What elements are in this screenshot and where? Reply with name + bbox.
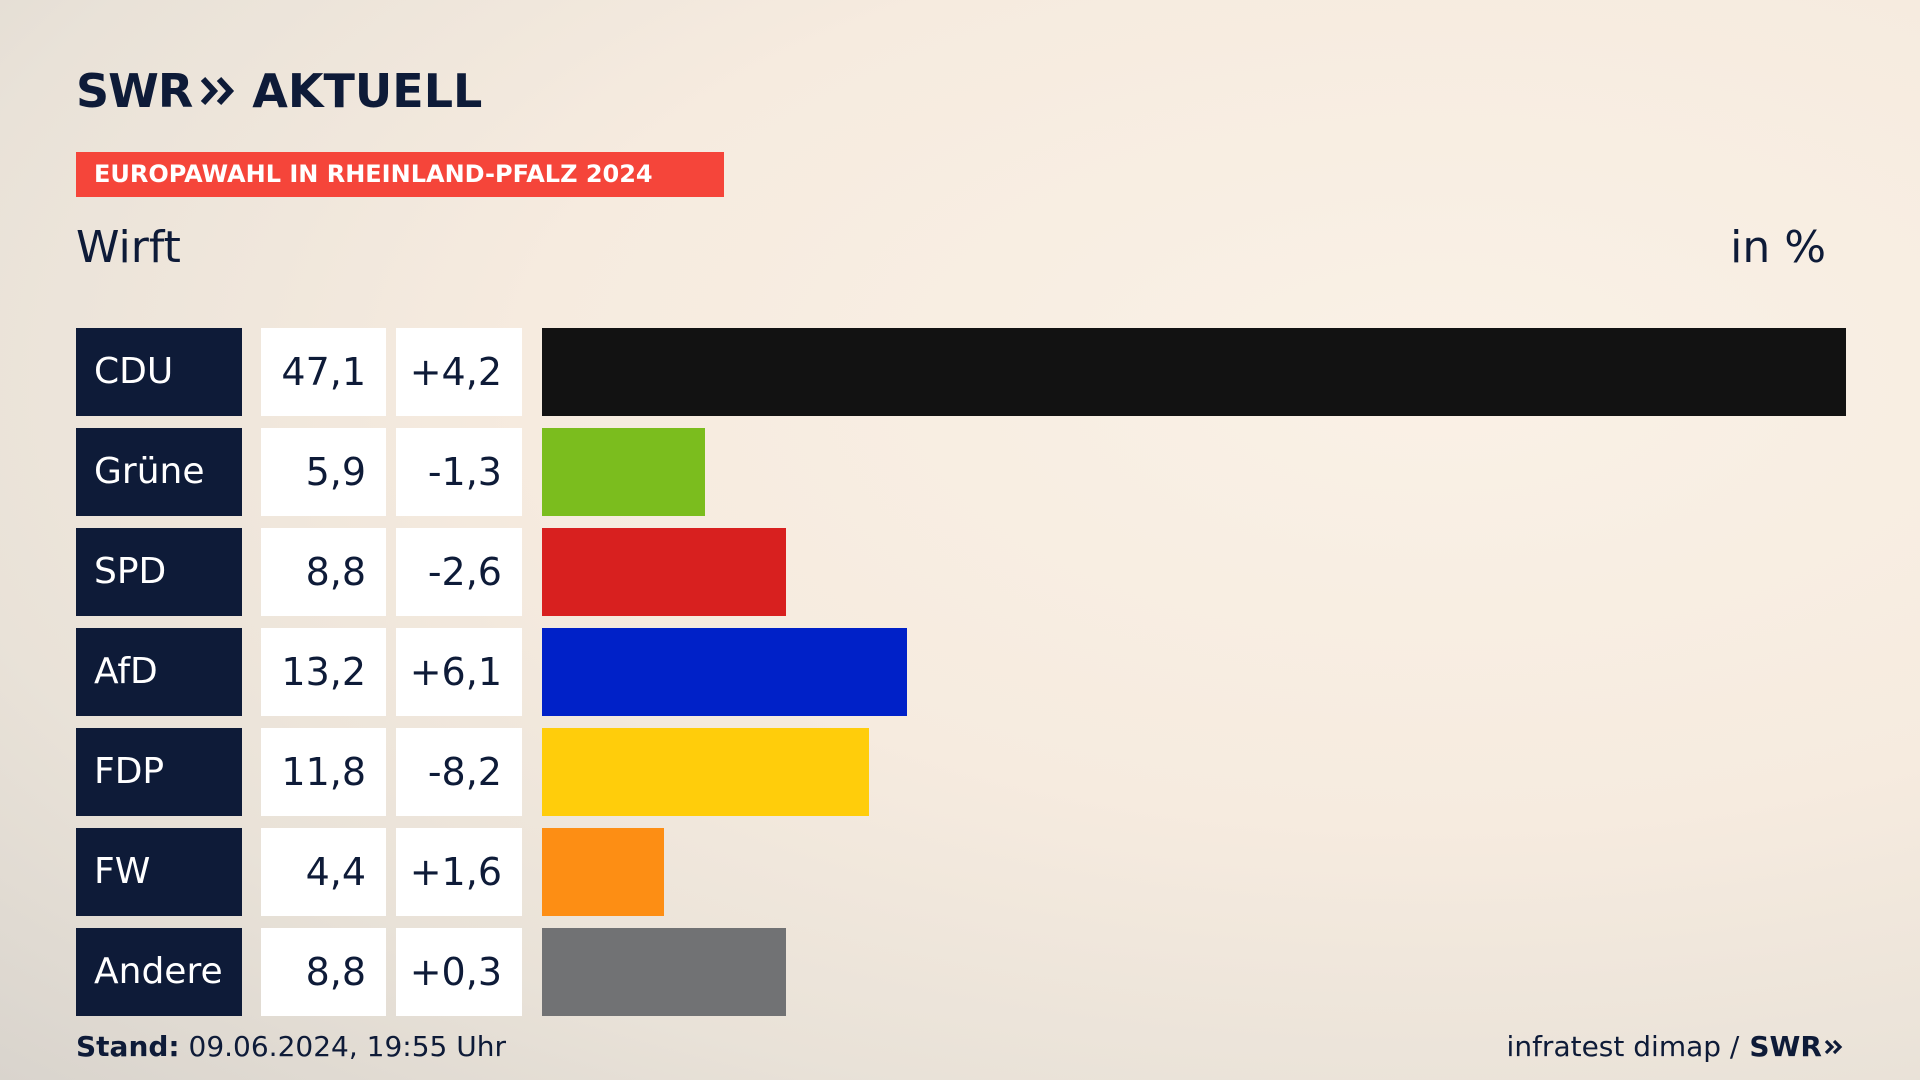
party-row: CDU 47,1 +4,2 — [76, 328, 1846, 416]
source-text: infratest dimap / — [1506, 1030, 1740, 1063]
percent-value: 4,4 — [261, 828, 386, 916]
double-chevron-icon — [201, 76, 235, 106]
percent-value: 8,8 — [261, 528, 386, 616]
result-bar — [542, 628, 907, 716]
percent-value: 13,2 — [261, 628, 386, 716]
change-value: +6,1 — [396, 628, 522, 716]
result-bar — [542, 828, 664, 916]
percent-value: 11,8 — [261, 728, 386, 816]
result-bar — [542, 428, 705, 516]
party-row: Grüne 5,9 -1,3 — [76, 428, 1846, 516]
result-bar — [542, 728, 869, 816]
percent-value: 47,1 — [261, 328, 386, 416]
change-value: -1,3 — [396, 428, 522, 516]
party-label: CDU — [76, 328, 242, 416]
logo-aktuell-text: AKTUELL — [252, 64, 483, 118]
change-value: +0,3 — [396, 928, 522, 1016]
source-brand: SWR — [1749, 1030, 1822, 1063]
result-bar — [542, 328, 1846, 416]
source-credit: infratest dimap / SWR — [1507, 1030, 1844, 1064]
stand-value: 09.06.2024, 19:55 Uhr — [179, 1030, 506, 1063]
party-row: FW 4,4 +1,6 — [76, 828, 1846, 916]
change-value: -2,6 — [396, 528, 522, 616]
party-row: AfD 13,2 +6,1 — [76, 628, 1846, 716]
region-subtitle: Wirft — [76, 222, 181, 273]
party-row: Andere 8,8 +0,3 — [76, 928, 1846, 1016]
party-label: FW — [76, 828, 242, 916]
party-label: FDP — [76, 728, 242, 816]
stand-label: Stand: — [76, 1030, 180, 1063]
unit-label: in % — [1730, 222, 1826, 273]
percent-value: 5,9 — [261, 428, 386, 516]
change-value: +4,2 — [396, 328, 522, 416]
swr-aktuell-logo: SWR AKTUELL — [76, 66, 482, 116]
party-label: Andere — [76, 928, 242, 1016]
timestamp: Stand: 09.06.2024, 19:55 Uhr — [76, 1030, 506, 1064]
change-value: -8,2 — [396, 728, 522, 816]
percent-value: 8,8 — [261, 928, 386, 1016]
change-value: +1,6 — [396, 828, 522, 916]
result-bar — [542, 928, 786, 1016]
party-label: SPD — [76, 528, 242, 616]
election-banner: EUROPAWAHL IN RHEINLAND-PFALZ 2024 — [76, 152, 724, 197]
logo-swr-text: SWR — [76, 64, 193, 118]
double-chevron-small-icon — [1824, 1039, 1843, 1055]
result-bar — [542, 528, 786, 616]
party-row: FDP 11,8 -8,2 — [76, 728, 1846, 816]
party-row: SPD 8,8 -2,6 — [76, 528, 1846, 616]
party-label: Grüne — [76, 428, 242, 516]
party-label: AfD — [76, 628, 242, 716]
